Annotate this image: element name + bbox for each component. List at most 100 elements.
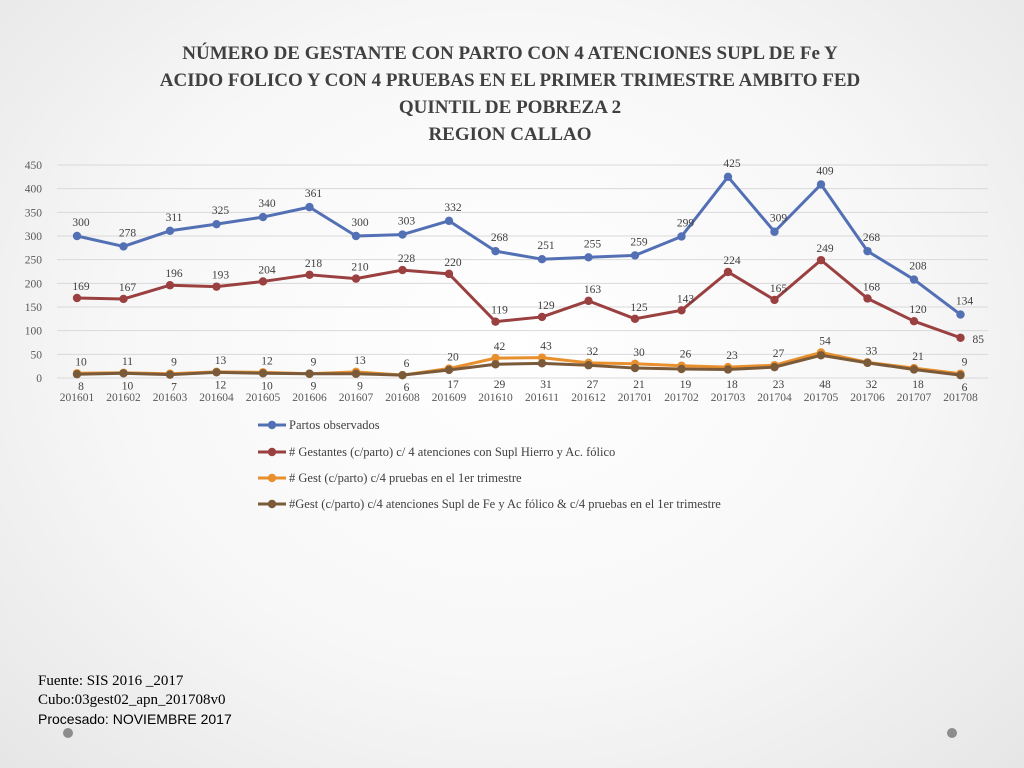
data-label: 251 [537, 240, 555, 252]
data-label: 12 [261, 355, 273, 367]
title-line-2: ACIDO FOLICO Y CON 4 PRUEBAS EN EL PRIME… [159, 70, 861, 91]
x-tick-label: 201704 [757, 392, 792, 404]
data-point [165, 226, 175, 235]
data-label: 27 [773, 348, 785, 360]
data-label: 32 [587, 346, 599, 358]
slide-dot-left [63, 728, 73, 738]
legend-marker [267, 499, 277, 509]
data-label: 18 [726, 379, 738, 391]
title-line-1: NÚMERO DE GESTANTE CON PARTO CON 4 ATENC… [182, 43, 838, 64]
legend-entry: Partos observados [289, 418, 380, 432]
data-point [677, 364, 686, 374]
data-point [816, 351, 826, 360]
data-label: 7 [171, 382, 177, 394]
data-label: 6 [962, 382, 968, 394]
data-point [398, 370, 407, 380]
data-point [863, 294, 872, 303]
data-label: 268 [863, 232, 881, 244]
x-tick-label: 201612 [571, 392, 606, 404]
y-tick-label: 50 [31, 349, 43, 361]
data-label: 119 [491, 305, 508, 317]
data-label: 425 [723, 158, 741, 170]
y-tick-label: 250 [25, 255, 43, 267]
data-point [491, 353, 500, 363]
data-point [956, 370, 965, 380]
data-label: 6 [404, 358, 410, 370]
data-label: 134 [956, 296, 974, 308]
data-label: 11 [122, 356, 133, 368]
data-label: 300 [72, 217, 90, 229]
data-point [72, 231, 82, 241]
data-point [770, 227, 779, 236]
x-tick-label: 201608 [385, 392, 420, 404]
x-tick-label: 201707 [897, 392, 932, 404]
data-label: 143 [677, 293, 695, 305]
legend-entry: #Gest (c/parto) c/4 atenciones Supl de F… [289, 497, 721, 511]
data-label: 13 [354, 355, 366, 367]
data-label: 228 [398, 253, 416, 265]
data-point [816, 255, 826, 265]
data-label: 17 [447, 379, 459, 391]
y-tick-label: 400 [25, 184, 43, 196]
data-point [72, 370, 82, 379]
data-label: 54 [819, 335, 831, 347]
data-label: 193 [212, 270, 230, 282]
data-label: 21 [633, 379, 645, 391]
data-label: 31 [540, 379, 552, 391]
data-label: 169 [72, 281, 90, 293]
x-tick-label: 201703 [711, 392, 746, 404]
data-label: 196 [165, 268, 183, 280]
data-label: 12 [215, 379, 227, 391]
x-tick-label: 201701 [618, 392, 653, 404]
data-label: 10 [122, 380, 134, 392]
data-point [909, 317, 919, 326]
data-point [165, 370, 175, 379]
data-point [723, 365, 733, 374]
data-point [351, 231, 361, 241]
data-label: 19 [680, 379, 692, 391]
data-label: 218 [305, 258, 323, 270]
data-label: 224 [723, 255, 741, 267]
data-point [258, 212, 268, 222]
data-point [119, 294, 128, 304]
data-point [119, 369, 128, 378]
data-label: 26 [680, 349, 692, 361]
data-label: 268 [491, 232, 509, 244]
data-point [584, 361, 593, 370]
data-label: 6 [404, 382, 410, 394]
data-label: 309 [770, 213, 788, 225]
data-point [956, 310, 965, 319]
data-point [212, 282, 221, 291]
data-label: 300 [351, 217, 369, 229]
chart-title: NÚMERO DE GESTANTE CON PARTO CON 4 ATENC… [60, 40, 960, 148]
legend-marker [267, 447, 277, 457]
data-point [444, 269, 454, 279]
data-point [630, 363, 640, 373]
x-tick-label: 201708 [943, 392, 978, 404]
data-label: 85 [973, 334, 985, 346]
data-label: 168 [863, 281, 881, 293]
data-label: 32 [866, 379, 878, 391]
x-tick-label: 201607 [339, 392, 374, 404]
title-line-3: QUINTIL DE POBREZA 2 [398, 97, 622, 118]
data-label: 27 [587, 379, 599, 391]
data-label: 13 [215, 355, 227, 367]
data-label: 10 [75, 356, 87, 368]
data-label: 303 [398, 216, 416, 228]
data-point [863, 358, 872, 368]
data-point [909, 275, 919, 284]
data-label: 249 [816, 243, 834, 255]
footer-source: Fuente: SIS 2016 _2017 [38, 673, 184, 689]
data-point [584, 253, 593, 262]
data-label: 311 [166, 212, 183, 224]
x-tick-label: 201602 [106, 392, 141, 404]
data-point [258, 369, 268, 378]
x-tick-label: 201609 [432, 392, 467, 404]
y-tick-label: 300 [25, 231, 43, 243]
y-tick-label: 350 [25, 207, 43, 219]
footer-processed: Procesado: NOVIEMBRE 2017 [38, 711, 232, 727]
data-point [723, 172, 733, 182]
data-point [677, 232, 686, 241]
data-point [584, 296, 593, 306]
